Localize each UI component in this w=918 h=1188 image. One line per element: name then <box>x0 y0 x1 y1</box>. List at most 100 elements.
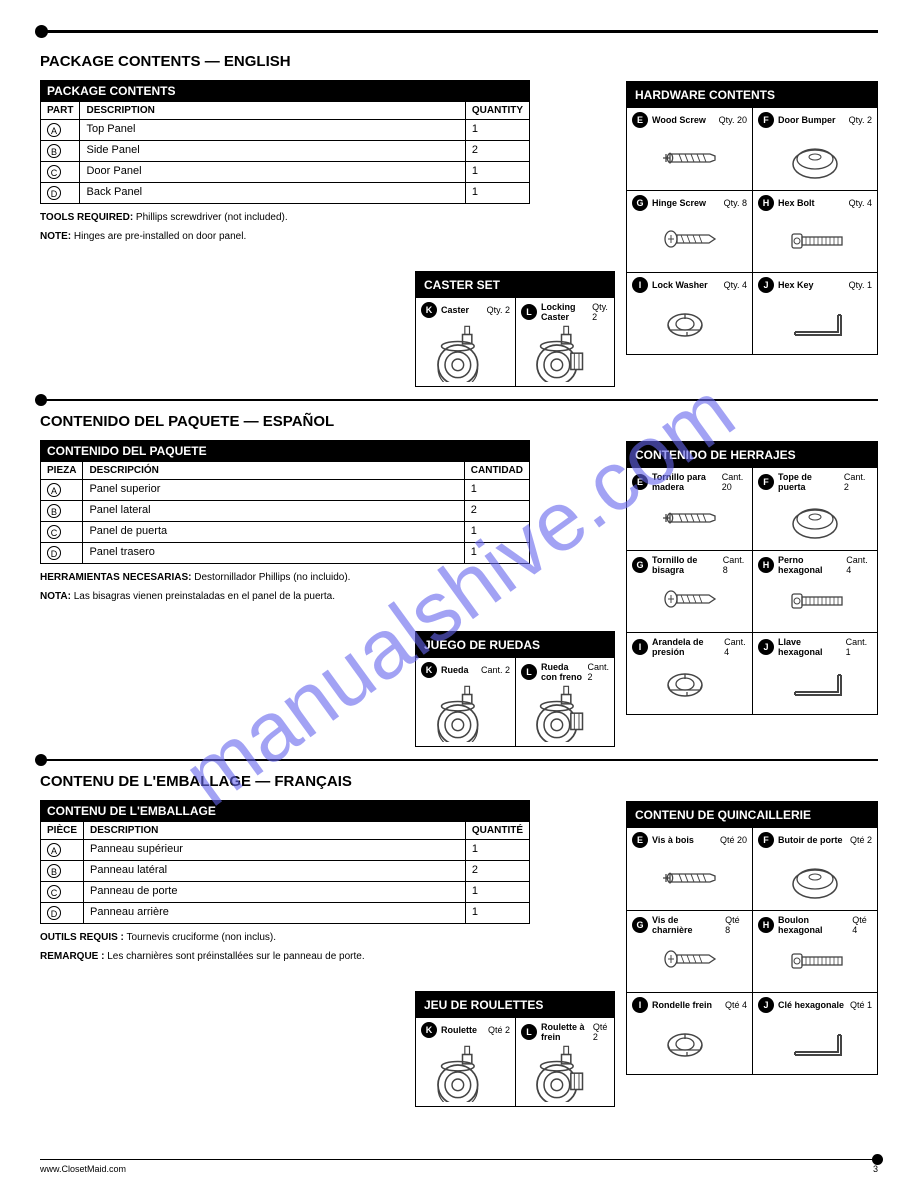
hw-qty: Qté 1 <box>850 1000 872 1010</box>
hw-cell-G: G Tornillo de bisagra Cant. 8 <box>627 550 752 632</box>
section-title: PACKAGE CONTENTS — ENGLISH <box>40 53 878 70</box>
tools-required: OUTILS REQUIS : Tournevis cruciforme (no… <box>40 932 380 943</box>
part-id-D: D <box>47 546 61 560</box>
hardware-grid: CONTENIDO DE HERRAJES E Tornillo para ma… <box>626 441 878 715</box>
part-desc: Back Panel <box>80 183 465 204</box>
part-id-B: B <box>47 504 61 518</box>
hw-label: Rondelle frein <box>652 1000 712 1010</box>
caster-id-dot: L <box>521 304 537 320</box>
hw-id-dot: F <box>758 112 774 128</box>
part-id-C: C <box>47 165 61 179</box>
hw-id-dot: E <box>632 112 648 128</box>
pkg-header: CONTENIDO DEL PAQUETE <box>41 441 530 462</box>
hw-cell-F: F Door Bumper Qty. 2 <box>752 108 877 190</box>
page-footer: www.ClosetMaid.com 3 <box>40 1159 878 1174</box>
hw-cell-I: I Rondelle frein Qté 4 <box>627 992 752 1074</box>
part-qty: 1 <box>464 522 529 543</box>
part-qty: 1 <box>464 480 529 501</box>
caster-label: Rueda <box>441 665 469 675</box>
caster-header: JEU DE ROULETTES <box>416 992 614 1018</box>
part-id-B: B <box>47 144 61 158</box>
hw-id-dot: G <box>632 917 648 933</box>
caster-label: Rueda con freno <box>541 662 583 682</box>
part-id-A: A <box>47 843 61 857</box>
caster-grid: JEU DE ROULETTES K Roulette Qté 2 L Roul… <box>415 991 615 1107</box>
section-divider <box>40 399 878 401</box>
hw-qty: Qty. 1 <box>849 280 872 290</box>
caster-qty: Cant. 2 <box>481 665 510 675</box>
tools-required: HERRAMIENTAS NECESARIAS: Destornillador … <box>40 572 380 583</box>
note-text: REMARQUE : Les charnières sont préinstal… <box>40 951 380 962</box>
hw-cell-E: E Tornillo para madera Cant. 20 <box>627 468 752 550</box>
part-id-D: D <box>47 186 61 200</box>
hw-label: Hex Bolt <box>778 198 815 208</box>
package-table: PACKAGE CONTENTS PART DESCRIPTION QUANTI… <box>40 80 530 204</box>
caster-qty: Qty. 2 <box>592 302 609 322</box>
hw-cell-H: H Hex Bolt Qty. 4 <box>752 190 877 272</box>
hw-id-dot: I <box>632 639 648 655</box>
lang-section-es: CONTENIDO DEL PAQUETE — ESPAÑOL CONTENID… <box>40 413 878 761</box>
hw-qty: Cant. 2 <box>844 472 872 492</box>
hw-cell-H: H Perno hexagonal Cant. 4 <box>752 550 877 632</box>
hw-label: Vis de charnière <box>652 915 721 935</box>
col-part: PART <box>41 102 80 120</box>
part-qty: 1 <box>465 162 529 183</box>
part-qty: 1 <box>465 120 529 141</box>
caster-qty: Qté 2 <box>488 1025 510 1035</box>
hardware-header: CONTENU DE QUINCAILLERIE <box>627 802 877 828</box>
part-id-A: A <box>47 123 61 137</box>
hw-id-dot: E <box>632 474 648 490</box>
part-desc: Door Panel <box>80 162 465 183</box>
section-title: CONTENU DE L'EMBALLAGE — FRANÇAIS <box>40 773 878 790</box>
col-desc: DESCRIPTION <box>80 102 465 120</box>
page-number: 3 <box>873 1164 878 1174</box>
part-qty: 2 <box>465 141 529 162</box>
hw-id-dot: H <box>758 557 774 573</box>
part-desc: Panneau latéral <box>84 861 466 882</box>
hw-cell-F: F Tope de puerta Cant. 2 <box>752 468 877 550</box>
hardware-header: HARDWARE CONTENTS <box>627 82 877 108</box>
hw-cell-E: E Vis à bois Qté 20 <box>627 828 752 910</box>
col-qty: QUANTITÉ <box>465 822 529 840</box>
hw-label: Lock Washer <box>652 280 708 290</box>
hw-id-dot: G <box>632 195 648 211</box>
hw-label: Llave hexagonal <box>778 637 842 657</box>
col-desc: DESCRIPCIÓN <box>83 462 464 480</box>
hardware-header: CONTENIDO DE HERRAJES <box>627 442 877 468</box>
hw-qty: Qty. 4 <box>849 198 872 208</box>
hw-id-dot: G <box>632 557 648 573</box>
part-desc: Panel superior <box>83 480 464 501</box>
hw-label: Butoir de porte <box>778 835 843 845</box>
hw-label: Clé hexagonale <box>778 1000 844 1010</box>
hw-qty: Qté 4 <box>725 1000 747 1010</box>
hw-label: Hex Key <box>778 280 814 290</box>
caster-cell-L: L Locking Caster Qty. 2 <box>515 298 614 386</box>
hw-cell-J: J Clé hexagonale Qté 1 <box>752 992 877 1074</box>
caster-label: Roulette <box>441 1025 477 1035</box>
part-id-A: A <box>47 483 61 497</box>
caster-id-dot: K <box>421 662 437 678</box>
tools-required: TOOLS REQUIRED: Phillips screwdriver (no… <box>40 212 380 223</box>
part-qty: 2 <box>464 501 529 522</box>
hw-id-dot: F <box>758 832 774 848</box>
caster-cell-L: L Rueda con freno Cant. 2 <box>515 658 614 746</box>
hw-label: Boulon hexagonal <box>778 915 848 935</box>
hw-qty: Qté 2 <box>850 835 872 845</box>
part-desc: Top Panel <box>80 120 465 141</box>
hw-id-dot: I <box>632 997 648 1013</box>
part-qty: 2 <box>465 861 529 882</box>
hardware-grid: CONTENU DE QUINCAILLERIE E Vis à bois Qt… <box>626 801 878 1075</box>
caster-id-dot: K <box>421 302 437 318</box>
caster-label: Roulette à frein <box>541 1022 589 1042</box>
hw-qty: Qty. 20 <box>719 115 747 125</box>
caster-cell-K: K Rueda Cant. 2 <box>416 658 515 746</box>
caster-cell-K: K Caster Qty. 2 <box>416 298 515 386</box>
caster-grid: JUEGO DE RUEDAS K Rueda Cant. 2 L Rueda … <box>415 631 615 747</box>
caster-cell-L: L Roulette à frein Qté 2 <box>515 1018 614 1106</box>
caster-header: JUEGO DE RUEDAS <box>416 632 614 658</box>
part-desc: Panel lateral <box>83 501 464 522</box>
caster-header: CASTER SET <box>416 272 614 298</box>
hw-qty: Qty. 4 <box>724 280 747 290</box>
caster-cell-K: K Roulette Qté 2 <box>416 1018 515 1106</box>
hardware-grid: HARDWARE CONTENTS E Wood Screw Qty. 20 F… <box>626 81 878 355</box>
